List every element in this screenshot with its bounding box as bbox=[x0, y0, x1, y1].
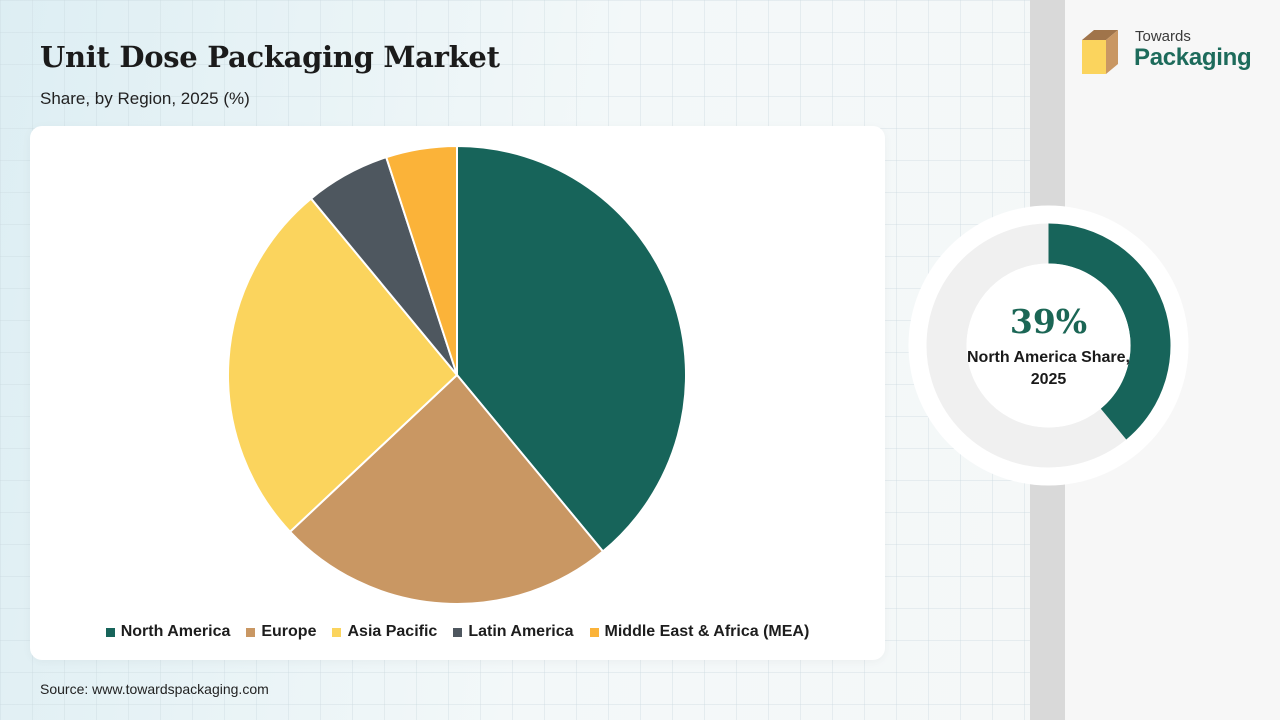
legend-swatch bbox=[246, 627, 256, 637]
box-icon bbox=[1082, 30, 1118, 74]
pie-slice-europe bbox=[288, 373, 605, 605]
highlight-donut: 39% North America Share, 2025 bbox=[907, 204, 1190, 487]
pie-slice-middle-east-and-africa-mea bbox=[384, 144, 458, 376]
chart-title: Unit Dose Packaging Market bbox=[40, 40, 500, 74]
pie-chart bbox=[227, 144, 687, 605]
chart-legend: North America Europe Asia Pacific Latin Ame… bbox=[30, 623, 885, 641]
donut-inner-circle bbox=[966, 263, 1131, 428]
legend-label: Europe bbox=[261, 623, 317, 640]
legend-swatch bbox=[105, 627, 115, 637]
donut-arc-north-america bbox=[1047, 223, 1171, 440]
legend-label: Asia Pacific bbox=[347, 623, 438, 640]
legend-item-asia-pacific: Asia Pacific bbox=[332, 623, 437, 641]
logo-text-towards: Towards bbox=[1135, 28, 1191, 45]
legend-item-latin-america: Latin America bbox=[453, 623, 574, 641]
legend-item-europe: Europe bbox=[246, 623, 316, 641]
legend-label: Latin America bbox=[468, 623, 574, 640]
legend-label: Middle East & Africa (MEA) bbox=[604, 623, 810, 640]
legend-label: North America bbox=[120, 623, 231, 640]
brand-logo: Towards Packaging bbox=[1082, 28, 1262, 78]
legend-item-middle-east-and-africa-mea: Middle East & Africa (MEA) bbox=[589, 623, 810, 641]
legend-item-north-america: North America bbox=[105, 623, 231, 641]
donut-ring bbox=[908, 205, 1189, 486]
highlight-value: 39% bbox=[1009, 302, 1088, 341]
pie-slice-asia-pacific bbox=[227, 197, 459, 534]
legend-swatch bbox=[332, 627, 342, 637]
chart-card: North America Europe Asia Pacific Latin Ame… bbox=[30, 126, 885, 660]
chart-subtitle: Share, by Region, 2025 (%) bbox=[40, 89, 250, 108]
source-note: Source: www.towardspackaging.com bbox=[40, 681, 269, 697]
legend-swatch bbox=[453, 627, 463, 637]
logo-text-packaging: Packaging bbox=[1134, 44, 1252, 71]
pie-slice-north-america bbox=[456, 144, 687, 553]
highlight-label: North America Share, 2025 bbox=[966, 349, 1130, 388]
legend-swatch bbox=[589, 627, 599, 637]
